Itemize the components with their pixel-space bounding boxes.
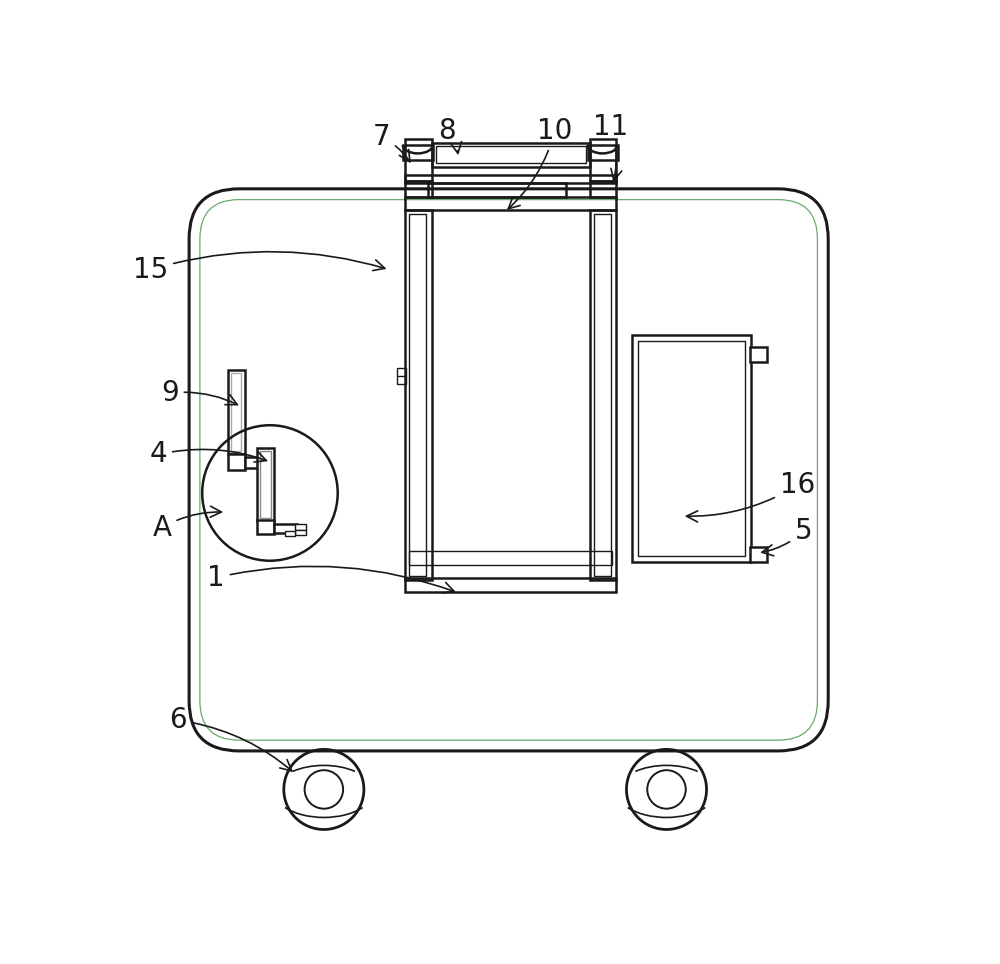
- Bar: [295, 530, 306, 535]
- Bar: [409, 214, 426, 576]
- Bar: [409, 550, 612, 565]
- Bar: [590, 210, 616, 580]
- Text: 4: 4: [149, 441, 266, 469]
- Bar: [405, 139, 432, 181]
- Bar: [228, 454, 245, 469]
- Bar: [750, 547, 767, 562]
- Bar: [638, 341, 745, 556]
- Bar: [260, 451, 271, 519]
- Text: 11: 11: [593, 113, 629, 180]
- Text: 7: 7: [373, 123, 410, 162]
- Text: 15: 15: [133, 252, 385, 283]
- Bar: [261, 463, 272, 468]
- Bar: [228, 370, 245, 454]
- FancyBboxPatch shape: [189, 189, 828, 751]
- Bar: [405, 181, 432, 197]
- Bar: [397, 368, 406, 384]
- Bar: [750, 347, 767, 362]
- Text: 5: 5: [762, 518, 812, 556]
- Text: 10: 10: [508, 117, 573, 209]
- Bar: [405, 210, 432, 580]
- Bar: [405, 197, 616, 210]
- Bar: [285, 531, 295, 536]
- Bar: [405, 175, 616, 182]
- Text: 1: 1: [207, 564, 454, 593]
- Text: 16: 16: [687, 471, 815, 522]
- Bar: [632, 335, 751, 562]
- Bar: [428, 182, 566, 197]
- Bar: [403, 145, 433, 160]
- Text: 6: 6: [169, 706, 292, 771]
- Bar: [245, 457, 261, 468]
- Bar: [257, 520, 274, 534]
- Bar: [590, 139, 616, 181]
- Bar: [436, 147, 586, 164]
- Bar: [590, 181, 616, 197]
- Bar: [261, 457, 272, 462]
- Text: 9: 9: [161, 379, 237, 407]
- Bar: [588, 145, 618, 160]
- Bar: [295, 523, 306, 530]
- Text: 8: 8: [438, 117, 462, 153]
- Bar: [257, 448, 274, 522]
- Text: A: A: [153, 506, 221, 542]
- Bar: [432, 143, 590, 168]
- Bar: [594, 214, 611, 576]
- Bar: [405, 577, 616, 592]
- Bar: [231, 373, 241, 451]
- Bar: [274, 523, 297, 533]
